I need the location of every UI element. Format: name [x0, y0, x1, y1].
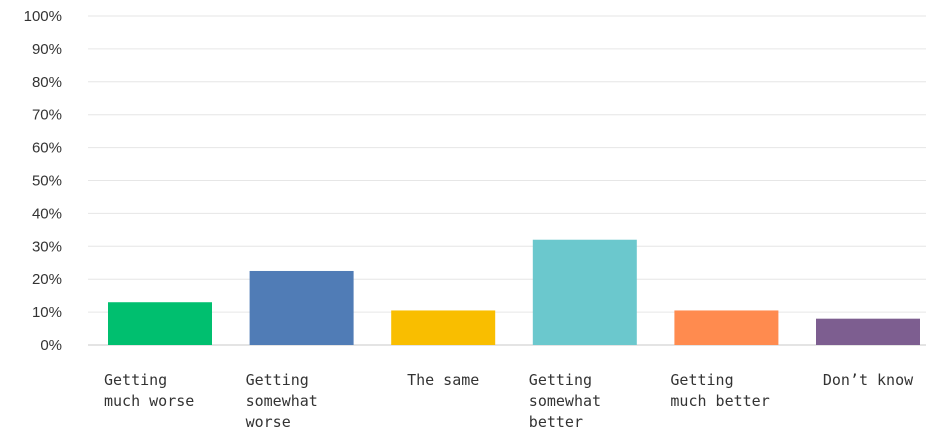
x-category-label: The same [407, 371, 479, 389]
y-tick-label: 90% [32, 41, 62, 58]
y-tick-label: 80% [32, 74, 62, 91]
x-category-label: Getting much worse [104, 371, 194, 410]
x-category-label-line: much worse [104, 392, 194, 410]
x-axis-labels: Getting much worse Getting somewhat worse The… [104, 371, 914, 431]
x-category-label-line: Getting [670, 371, 733, 389]
y-tick-label: 20% [32, 271, 62, 288]
x-category-label: Don’t know [823, 371, 914, 389]
x-category-label-line: somewhat [246, 392, 318, 410]
y-tick-label: 100% [24, 8, 62, 25]
bar[interactable] [532, 239, 637, 345]
x-category-label-line: somewhat [529, 392, 601, 410]
y-tick-label: 10% [32, 304, 62, 321]
y-tick-label: 0% [40, 337, 62, 354]
x-category-label: Getting much better [670, 371, 769, 410]
grid-lines [88, 15, 926, 346]
bar[interactable] [108, 302, 212, 345]
bar[interactable] [391, 310, 496, 345]
x-category-label-line: worse [246, 413, 291, 431]
bar[interactable] [249, 270, 354, 345]
bar[interactable] [816, 318, 920, 345]
bar[interactable] [674, 310, 779, 345]
x-category-label: Getting somewhat worse [246, 371, 318, 431]
y-tick-label: 50% [32, 173, 62, 190]
y-axis-ticks: 0% 10% 20% 30% 40% 50% 60% 70% 80% 90% 100% [24, 8, 62, 354]
x-category-label-line: The same [407, 371, 479, 389]
x-category-label-line: Getting [246, 371, 309, 389]
x-category-label-line: better [529, 413, 583, 431]
x-category-label-line: Don’t know [823, 371, 914, 389]
x-category-label-line: Getting [529, 371, 592, 389]
x-category-label-line: much better [670, 392, 769, 410]
y-tick-label: 60% [32, 140, 62, 157]
y-tick-label: 40% [32, 205, 62, 222]
y-tick-label: 30% [32, 238, 62, 255]
x-category-label-line: Getting [104, 371, 167, 389]
x-category-label: Getting somewhat better [529, 371, 601, 431]
y-tick-label: 70% [32, 107, 62, 124]
bars [108, 239, 920, 345]
